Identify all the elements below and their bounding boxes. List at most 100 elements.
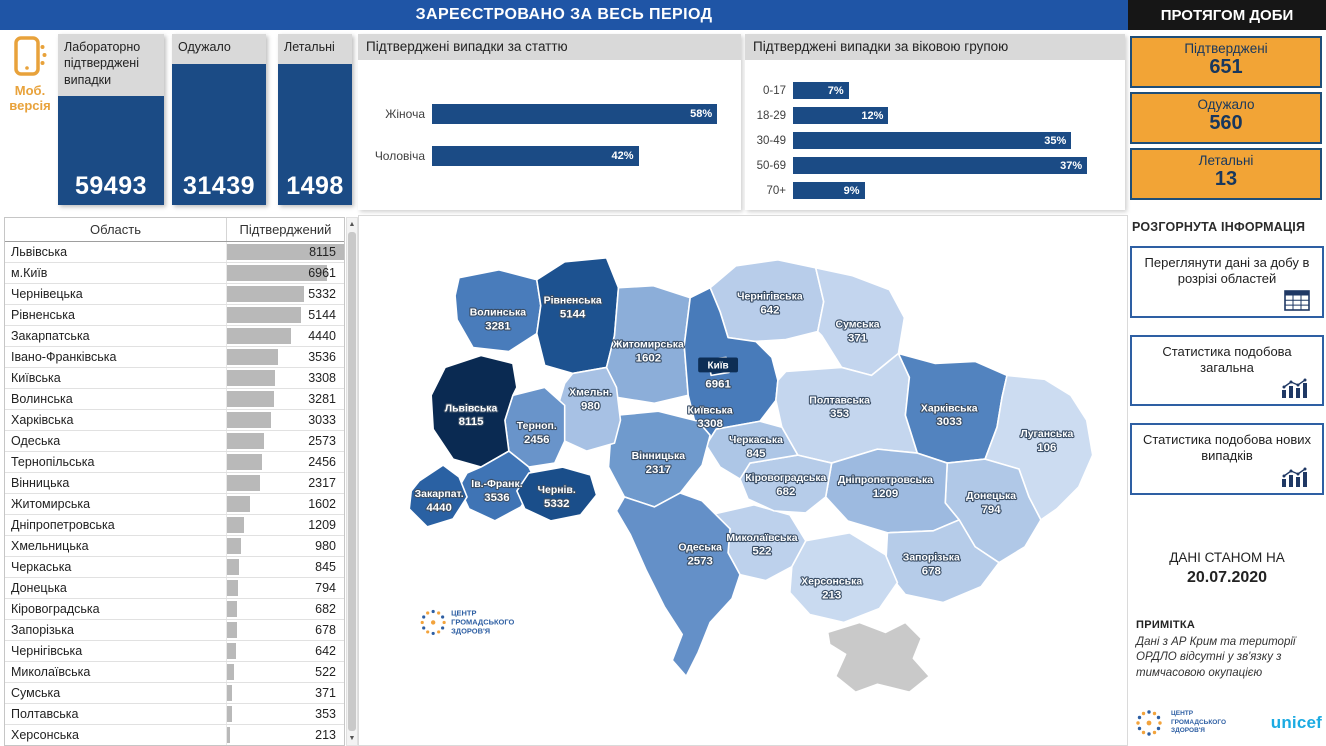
map-label-vinnytska: Вінницька 2317 [631, 450, 687, 477]
map-watermark-logo: ЦЕНТР ГРОМАДСЬКОГО ЗДОРОВ'Я [420, 608, 515, 635]
table-row[interactable]: Львівська 8115 [5, 242, 344, 263]
svg-text:682: 682 [776, 486, 795, 498]
map-label-khmelnytska: Хмельн. 980 [568, 386, 613, 413]
daily-new-cases-stats-button[interactable]: Статистика подобова нових випадків [1130, 423, 1324, 495]
table-row[interactable]: Київська 3308 [5, 368, 344, 389]
table-scrollbar[interactable]: ▲ ▼ [346, 217, 358, 746]
table-row[interactable]: Одеська 2573 [5, 431, 344, 452]
map-region-khmelnytska[interactable] [557, 366, 622, 452]
daily-overall-stats-button-label: Статистика подобова загальна [1162, 343, 1292, 375]
table-row[interactable]: Закарпатська 4440 [5, 326, 344, 347]
bar-track: 7% [793, 82, 1111, 99]
map-label-ternopilska: Терноп. 2456 [516, 420, 558, 447]
table-row[interactable]: Дніпропетровська 1209 [5, 515, 344, 536]
svg-text:3033: 3033 [936, 416, 961, 428]
table-row[interactable]: Донецька 794 [5, 578, 344, 599]
mobile-version-link[interactable]: Моб. версія [3, 36, 57, 114]
table-row[interactable]: м.Київ 6961 [5, 263, 344, 284]
map-label-chernivetska: Чернів. 5332 [537, 484, 577, 511]
bar[interactable]: 12% [793, 107, 889, 124]
table-row[interactable]: Тернопільська 2456 [5, 452, 344, 473]
region-name-cell: Одеська [5, 431, 227, 451]
right-sidebar: РОЗГОРНУТА ІНФОРМАЦІЯ Переглянути дані з… [1130, 212, 1324, 681]
scroll-up-arrow[interactable]: ▲ [348, 221, 356, 228]
bar[interactable]: 42% [432, 146, 639, 166]
kpi-label: Лабораторно підтверджені випадки [58, 34, 164, 96]
bar[interactable]: 37% [793, 157, 1088, 174]
daily-overall-stats-button[interactable]: Статистика подобова загальна [1130, 334, 1324, 406]
map-region-crimea[interactable] [826, 621, 931, 693]
region-value-cell: 678 [227, 620, 344, 640]
table-row[interactable]: Сумська 371 [5, 683, 344, 704]
map-label-mykolaivska: Миколаївська 522 [725, 532, 799, 559]
map-region-ivano-frankivska[interactable] [458, 450, 538, 522]
svg-text:794: 794 [982, 504, 1002, 516]
table-row[interactable]: Вінницька 2317 [5, 473, 344, 494]
bar-row: 18-29 12% [745, 107, 1111, 124]
map-label-kharkivska: Харківська 3033 [920, 402, 979, 429]
value-databar [227, 286, 304, 302]
bar[interactable]: 35% [793, 132, 1072, 149]
region-value-cell: 642 [227, 641, 344, 661]
column-header-confirmed[interactable]: Підтверджений [239, 222, 332, 237]
scroll-thumb[interactable] [348, 232, 356, 731]
bar-track: 9% [793, 182, 1111, 199]
map-region-zakarpatska[interactable] [408, 464, 468, 528]
column-header-region[interactable]: Область [5, 218, 227, 241]
map-region-chernivetska[interactable] [516, 466, 598, 522]
age-chart-body: 0-17 7% 18-29 12% 30-49 35% 50-69 37% 70+ 9% [745, 60, 1125, 199]
table-row[interactable]: Чернігівська 642 [5, 641, 344, 662]
svg-text:2317: 2317 [646, 464, 671, 476]
table-row[interactable]: Полтавська 353 [5, 704, 344, 725]
daily-by-region-button[interactable]: Переглянути дані за добу в розрізі облас… [1130, 246, 1324, 318]
svg-text:Львівська: Львівська [445, 403, 498, 414]
map-label-zakarpatska: Закарпат. 4440 [414, 488, 465, 515]
table-row[interactable]: Запорізька 678 [5, 620, 344, 641]
map-region-cherkaska[interactable] [705, 420, 799, 480]
region-name-cell: Миколаївська [5, 662, 227, 682]
map-region-odeska[interactable] [615, 492, 741, 678]
category-label: 30-49 [756, 134, 786, 147]
svg-text:3536: 3536 [484, 492, 509, 504]
region-name-cell: Полтавська [5, 704, 227, 724]
value-databar [227, 244, 344, 260]
map-label-sumska: Сумська 371 [834, 318, 880, 345]
table-row[interactable]: Херсонська 213 [5, 725, 344, 745]
region-name-cell: Вінницька [5, 473, 227, 493]
daily-value: 13 [1214, 168, 1238, 190]
bar[interactable]: 58% [432, 104, 718, 124]
public-health-center-logo-icon [1136, 710, 1162, 736]
table-row[interactable]: Кіровоградська 682 [5, 599, 344, 620]
table-row[interactable]: Чернівецька 5332 [5, 284, 344, 305]
map-label-kyivska: Київська 3308 [686, 404, 734, 431]
region-name-cell: Донецька [5, 578, 227, 598]
region-name-cell: Івано-Франківська [5, 347, 227, 367]
bar-row: 30-49 35% [745, 132, 1111, 149]
map-region-volynska[interactable] [454, 268, 542, 353]
map-region-khersonska[interactable] [789, 532, 899, 624]
table-row[interactable]: Черкаська 845 [5, 557, 344, 578]
svg-text:5332: 5332 [544, 498, 569, 510]
map-region-luhanska[interactable] [984, 374, 1094, 521]
table-row[interactable]: Волинська 3281 [5, 389, 344, 410]
kpi-card-deaths: Летальні 1498 [278, 34, 352, 205]
table-row[interactable]: Миколаївська 522 [5, 662, 344, 683]
map-region-zhytomyrska[interactable] [605, 284, 691, 405]
region-name-cell: Дніпропетровська [5, 515, 227, 535]
scroll-down-arrow[interactable]: ▼ [348, 735, 356, 742]
table-row[interactable]: Житомирська 1602 [5, 494, 344, 515]
map-region-kirovohradska[interactable] [739, 454, 833, 514]
value-databar [227, 727, 231, 743]
bar[interactable]: 9% [793, 182, 865, 199]
map-region-lvivska[interactable] [430, 354, 518, 468]
bar-track: 35% [793, 132, 1111, 149]
table-row[interactable]: Івано-Франківська 3536 [5, 347, 344, 368]
svg-text:Київська: Київська [688, 405, 733, 416]
bar[interactable]: 7% [793, 82, 849, 99]
value-databar [227, 538, 242, 554]
table-row[interactable]: Рівненська 5144 [5, 305, 344, 326]
svg-text:Дніпропетровська: Дніпропетровська [838, 475, 933, 486]
table-row[interactable]: Харківська 3033 [5, 410, 344, 431]
map-label-lvivska: Львівська 8115 [444, 402, 499, 429]
table-row[interactable]: Хмельницька 980 [5, 536, 344, 557]
